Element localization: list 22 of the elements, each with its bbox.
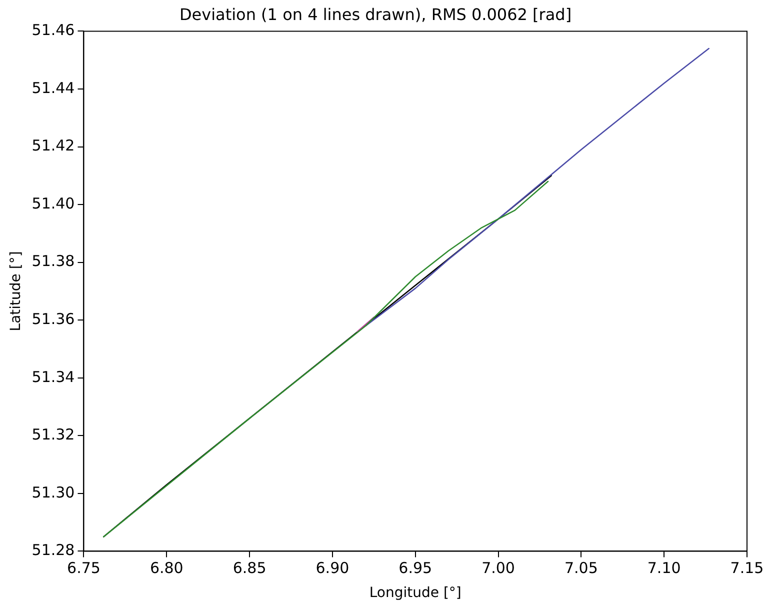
x-tick-label: 6.90 xyxy=(316,559,350,578)
y-axis-title: Latitude [°] xyxy=(8,251,24,332)
x-tick-label: 6.95 xyxy=(398,559,432,578)
x-tick-label: 6.75 xyxy=(67,559,100,578)
y-tick-label: 51.42 xyxy=(32,136,75,155)
y-tick-label: 51.46 xyxy=(32,21,75,40)
x-tick-label: 6.80 xyxy=(150,559,184,578)
y-tick-label: 51.44 xyxy=(32,78,75,97)
chart-title: Deviation (1 on 4 lines drawn), RMS 0.0062 [rad] xyxy=(179,4,572,24)
y-tick-label: 51.36 xyxy=(32,310,75,328)
x-tick-label: 7.00 xyxy=(482,559,515,578)
y-tick-label: 51.28 xyxy=(32,541,75,560)
x-tick-label: 6.85 xyxy=(232,559,266,578)
y-tick-label: 51.34 xyxy=(32,368,75,386)
x-tick-label: 7.10 xyxy=(647,559,681,578)
y-tick-label: 51.40 xyxy=(32,194,75,212)
x-axis-title: Longitude [°] xyxy=(369,585,462,602)
y-tick-label: 51.32 xyxy=(32,426,75,444)
y-tick-label: 51.30 xyxy=(32,483,75,502)
y-tick-label: 51.38 xyxy=(32,252,75,270)
x-tick-label: 7.15 xyxy=(730,559,764,578)
x-tick-label: 7.05 xyxy=(564,559,598,578)
